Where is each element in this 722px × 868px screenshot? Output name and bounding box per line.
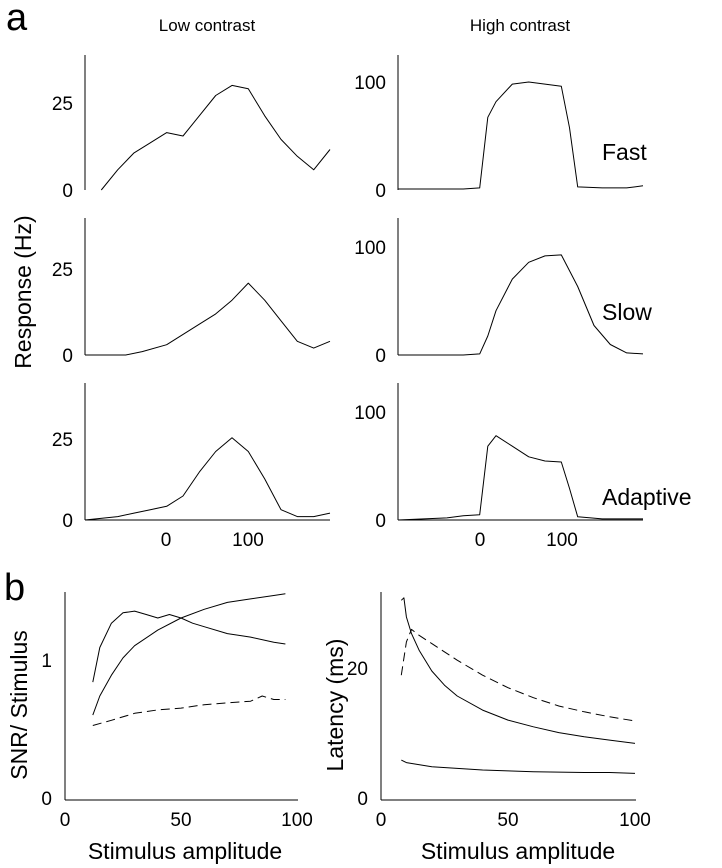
xtick-b-left-100: 100 bbox=[281, 810, 313, 831]
y-axis-title-a: Response (Hz) bbox=[10, 215, 36, 368]
trace-high-adaptive bbox=[397, 435, 643, 521]
tick-low-slow-25: 25 bbox=[52, 260, 73, 281]
trace-low-fast bbox=[100, 84, 331, 191]
y-axis-title-b-left: SNR/ Stimulus bbox=[6, 630, 32, 780]
xtick-b-right-100: 100 bbox=[619, 810, 651, 831]
tick-low-fast-25: 25 bbox=[52, 94, 73, 115]
tick-low-adaptive-0: 0 bbox=[62, 511, 73, 532]
ytick-b-right-20: 20 bbox=[347, 659, 368, 680]
col-title-high: High contrast bbox=[470, 16, 570, 35]
latency-series-1 bbox=[400, 597, 636, 744]
x-axis-title-b-left: Stimulus amplitude bbox=[88, 838, 282, 864]
trace-high-fast bbox=[398, 81, 644, 190]
xtick-b-right-0: 0 bbox=[376, 810, 387, 831]
trace-low-adaptive bbox=[84, 437, 331, 521]
panel-a-traces bbox=[84, 81, 644, 521]
x-axis-title-b-right: Stimulus amplitude bbox=[421, 838, 615, 864]
tick-low-fast-0: 0 bbox=[62, 181, 73, 202]
snr-series-2 bbox=[92, 593, 286, 716]
row-label-fast: Fast bbox=[602, 139, 647, 165]
panel-a-axes bbox=[84, 55, 643, 521]
ytick-b-left-1: 1 bbox=[41, 651, 52, 672]
trace-high-slow bbox=[398, 254, 644, 356]
xtick-b-right-50: 50 bbox=[497, 810, 518, 831]
tick-high-adaptive-100: 100 bbox=[354, 403, 386, 424]
latency-series-2 bbox=[400, 628, 636, 722]
panel-b-traces bbox=[92, 593, 636, 774]
latency-series-3 bbox=[401, 759, 636, 774]
tick-low-slow-0: 0 bbox=[62, 346, 73, 367]
xtick-low-100: 100 bbox=[232, 530, 264, 551]
tick-high-fast-100: 100 bbox=[354, 73, 386, 94]
tick-high-slow-100: 100 bbox=[354, 238, 386, 259]
col-title-low: Low contrast bbox=[159, 16, 256, 35]
snr-series-3 bbox=[92, 695, 286, 726]
ytick-b-right-0: 0 bbox=[357, 789, 368, 810]
trace-low-slow bbox=[85, 282, 331, 356]
panel-a-letter: a bbox=[6, 0, 28, 39]
xtick-high-100: 100 bbox=[546, 530, 578, 551]
tick-high-slow-0: 0 bbox=[375, 346, 386, 367]
row-label-slow: Slow bbox=[602, 299, 652, 325]
y-axis-title-b-right: Latency (ms) bbox=[322, 639, 348, 772]
xtick-b-left-0: 0 bbox=[60, 810, 71, 831]
panel-b-letter: b bbox=[4, 567, 25, 609]
tick-high-adaptive-0: 0 bbox=[375, 511, 386, 532]
ytick-b-left-0: 0 bbox=[41, 789, 52, 810]
row-label-adaptive: Adaptive bbox=[602, 484, 692, 510]
tick-low-adaptive-25: 25 bbox=[52, 430, 73, 451]
snr-series-1 bbox=[92, 610, 286, 683]
xtick-b-left-50: 50 bbox=[170, 810, 191, 831]
xtick-low-0: 0 bbox=[161, 530, 172, 551]
panel-b-axes bbox=[64, 592, 636, 801]
tick-high-fast-0: 0 bbox=[375, 181, 386, 202]
xtick-high-0: 0 bbox=[475, 530, 486, 551]
